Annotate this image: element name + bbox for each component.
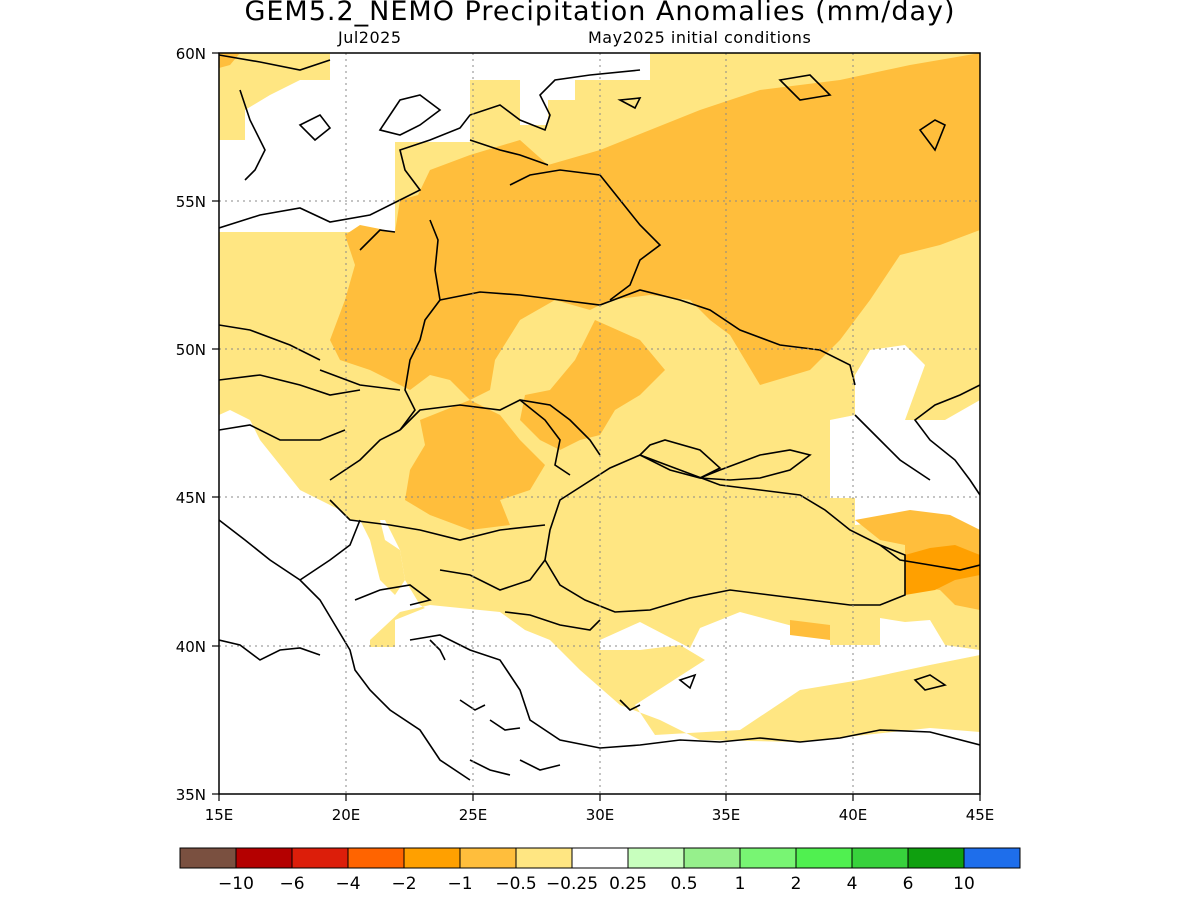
colorbar-swatch [347, 847, 405, 869]
lat-label: 40N [176, 638, 206, 656]
colorbar-label: 10 [953, 874, 975, 894]
colorbar-swatch [235, 847, 293, 869]
colorbar-label: 1 [735, 874, 746, 894]
colorbar-label: 4 [847, 874, 858, 894]
colorbar-swatch [403, 847, 461, 869]
colorbar-label: −1 [447, 874, 472, 894]
colorbar-swatch [515, 847, 573, 869]
axis-ticks [212, 52, 981, 801]
colorbar-swatch [963, 847, 1021, 869]
colorbar-swatch [739, 847, 797, 869]
forecast-month: Jul2025 [338, 28, 402, 47]
lat-label: 50N [176, 341, 206, 359]
map-title: GEM5.2_NEMO Precipitation Anomalies (mm/… [244, 0, 956, 27]
colorbar-label: −0.25 [546, 874, 598, 894]
colorbar-swatch [795, 847, 853, 869]
colorbar-label: −2 [391, 874, 416, 894]
lat-label: 35N [176, 786, 206, 804]
lon-label: 30E [586, 806, 615, 824]
colorbar-swatch [459, 847, 517, 869]
colorbar-swatch [907, 847, 965, 869]
lon-label: 25E [459, 806, 488, 824]
colorbar-swatch [683, 847, 741, 869]
colorbar-label: −4 [335, 874, 360, 894]
colorbar-label: 0.25 [609, 874, 647, 894]
colorbar-swatch [291, 847, 349, 869]
colorbar: −10 −6 −4 −2 −1 −0.5 −0.25 0.25 0.5 1 2 4 6 10 [179, 847, 1021, 894]
lon-label: 45E [966, 806, 995, 824]
lon-label: 15E [205, 806, 234, 824]
colorbar-label: −6 [279, 874, 304, 894]
map-grid [219, 53, 980, 794]
lat-label: 60N [176, 45, 206, 63]
lon-label: 20E [332, 806, 361, 824]
colorbar-label: 2 [791, 874, 802, 894]
lat-label: 45N [176, 489, 206, 507]
colorbar-swatch [571, 847, 629, 869]
map-panel [219, 53, 980, 794]
lon-label: 40E [839, 806, 868, 824]
anomaly-moderate-dry-areas [219, 53, 980, 640]
colorbar-label: −10 [218, 874, 254, 894]
latitude-labels: 60N 55N 50N 45N 40N 35N [176, 45, 206, 804]
colorbar-swatch [179, 847, 237, 869]
longitude-labels: 15E 20E 25E 30E 35E 40E 45E [205, 806, 995, 824]
colorbar-swatch [851, 847, 909, 869]
initial-conditions-label: May2025 initial conditions [588, 28, 812, 47]
lat-label: 55N [176, 193, 206, 211]
colorbar-swatch [627, 847, 685, 869]
coastlines-borders [219, 54, 980, 781]
colorbar-label: 0.5 [670, 874, 697, 894]
anomaly-strong-dry-areas [905, 545, 980, 595]
colorbar-label: −0.5 [495, 874, 536, 894]
lon-label: 35E [712, 806, 741, 824]
colorbar-label: 6 [903, 874, 914, 894]
